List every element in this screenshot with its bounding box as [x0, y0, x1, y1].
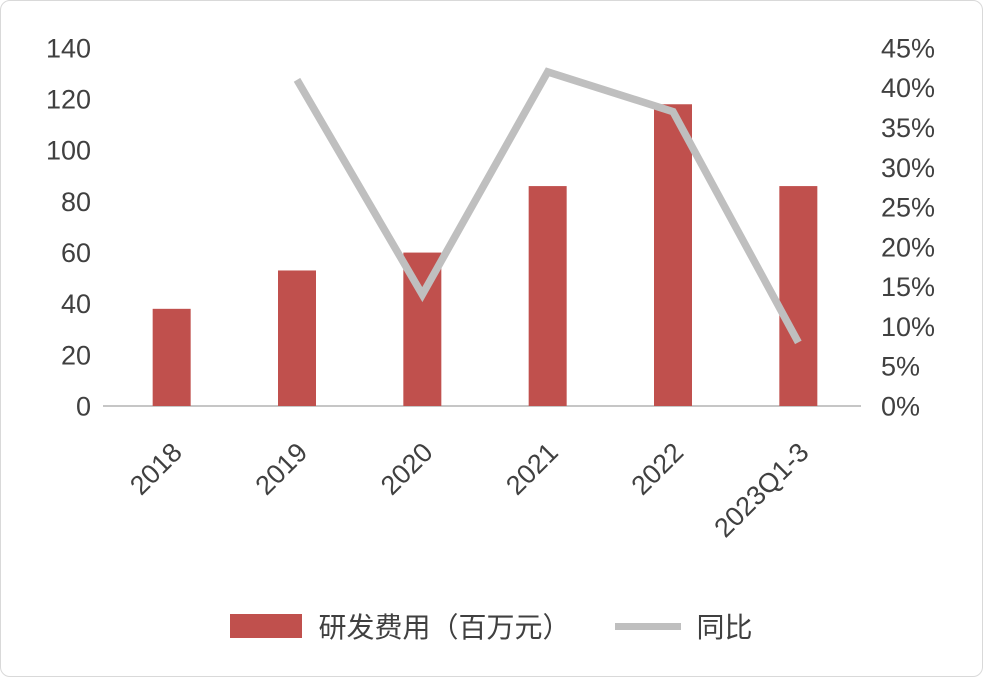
legend-item-line-series: 同比 [614, 606, 753, 646]
bar-2021 [528, 186, 567, 406]
right-axis-tick-label: 45% [881, 33, 935, 63]
bar-2023Q1-3 [779, 186, 818, 406]
bar-series-swatch [230, 614, 303, 638]
right-axis-tick-label: 0% [881, 391, 920, 421]
right-axis-tick-label: 40% [881, 73, 935, 103]
line-series-swatch [614, 622, 681, 630]
bar-2019 [278, 270, 316, 406]
right-axis-tick-label: 30% [881, 153, 935, 183]
x-axis-label-2019: 2019 [250, 437, 314, 501]
left-axis-tick-label: 80 [61, 187, 91, 217]
right-axis-tick-label: 15% [881, 272, 935, 302]
yoy-line [293, 67, 802, 345]
x-axis-label-2020: 2020 [375, 437, 439, 501]
right-axis-tick-label: 5% [881, 352, 920, 382]
chart-legend: 研发费用（百万元） 同比 [1, 606, 982, 646]
right-axis-tick-label: 10% [881, 312, 935, 342]
legend-label-line-series: 同比 [696, 612, 753, 643]
x-axis-label-2018: 2018 [124, 437, 188, 501]
legend-item-bar-series: 研发费用（百万元） [230, 606, 571, 646]
right-axis-tick-label: 35% [881, 113, 935, 143]
left-axis-tick-label: 120 [46, 85, 91, 115]
bar-2018 [152, 308, 191, 406]
bar-2022 [654, 104, 692, 406]
left-axis-tick-label: 140 [46, 33, 91, 63]
left-axis-tick-label: 20 [61, 340, 91, 370]
right-axis-tick-label: 20% [881, 232, 935, 262]
x-axis-label-2021: 2021 [500, 437, 564, 501]
left-axis-tick-label: 40 [61, 289, 91, 319]
left-axis-tick-label: 60 [61, 238, 91, 268]
right-axis-tick-label: 25% [881, 193, 935, 223]
x-axis-label-2023Q1-3: 2023Q1-3 [708, 437, 814, 543]
left-axis-tick-label: 0 [76, 391, 91, 421]
x-axis-label-2022: 2022 [626, 437, 690, 501]
legend-label-bar-series: 研发费用（百万元） [318, 612, 571, 643]
left-axis-tick-label: 100 [46, 136, 91, 166]
